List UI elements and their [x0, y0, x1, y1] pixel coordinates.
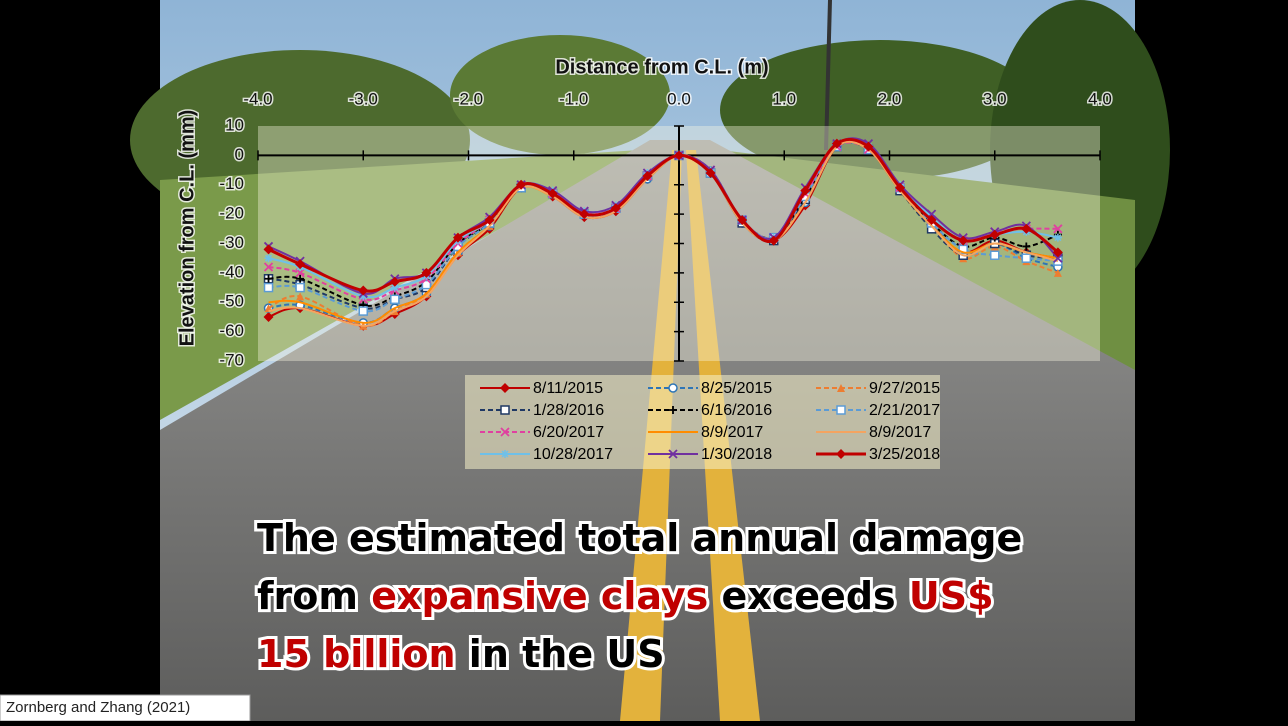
marker [263, 282, 274, 293]
y-tick-label: -70 [219, 350, 244, 369]
marker [516, 179, 527, 190]
legend-label: 8/25/2015 [701, 380, 772, 397]
marker [737, 215, 748, 225]
marker [263, 311, 274, 322]
marker [1053, 253, 1063, 263]
marker [389, 276, 400, 287]
headline: The estimated total annual damage from ex… [257, 516, 1022, 676]
headline-segment: exceeds [708, 574, 909, 618]
marker [1053, 233, 1062, 242]
marker [296, 292, 305, 301]
legend-label: 6/20/2017 [533, 424, 604, 441]
x-tick-label: -3.0 [349, 89, 378, 108]
marker [296, 274, 305, 283]
marker [452, 232, 463, 243]
marker [579, 209, 590, 220]
y-tick-label: -40 [219, 262, 244, 281]
marker [500, 383, 510, 393]
marker [547, 188, 558, 199]
headline-segment: from [257, 574, 371, 618]
marker [836, 405, 846, 415]
marker [837, 384, 845, 392]
marker [895, 182, 906, 193]
headline-segment: US$ [909, 574, 994, 618]
marker [926, 215, 937, 225]
marker [501, 450, 509, 458]
marker [1053, 224, 1063, 234]
y-axis-title: Elevation from C.L. (mm) [176, 110, 198, 347]
headline-segment: 15 billion [257, 632, 456, 676]
marker [958, 235, 969, 246]
marker [359, 292, 368, 301]
headline-segment: The estimated total annual damage [257, 516, 1022, 560]
x-tick-label: 3.0 [983, 89, 1007, 108]
y-tick-label: -30 [219, 233, 244, 252]
legend-label: 6/16/2016 [701, 402, 772, 419]
marker [358, 285, 369, 296]
marker [668, 383, 678, 393]
y-tick-label: -60 [219, 321, 244, 340]
marker [674, 150, 684, 161]
x-tick-label: -1.0 [559, 89, 588, 108]
marker [669, 406, 677, 414]
marker [264, 254, 273, 263]
marker [990, 250, 1000, 260]
legend-label: 3/25/2018 [869, 446, 940, 463]
x-tick-label: 2.0 [878, 89, 902, 108]
x-tick-label: -4.0 [243, 89, 272, 108]
marker [768, 235, 779, 246]
x-axis-title: Distance from C.L. (m) [555, 56, 768, 78]
marker [500, 405, 510, 415]
x-tick-label: -2.0 [454, 89, 483, 108]
marker [989, 229, 1000, 240]
y-tick-label: -20 [219, 204, 244, 223]
marker [800, 185, 811, 196]
marker [668, 449, 678, 459]
marker [295, 282, 305, 293]
marker [1053, 268, 1062, 277]
legend-label: 8/11/2015 [533, 380, 603, 397]
marker [295, 259, 306, 270]
citation: Zornberg and Zhang (2021) [6, 699, 190, 716]
marker [705, 168, 716, 178]
legend-label: 10/28/2017 [533, 446, 613, 463]
y-tick-label: 10 [225, 115, 244, 134]
y-tick-label: 0 [235, 145, 244, 164]
marker [421, 279, 432, 290]
y-tick-label: -50 [219, 292, 244, 311]
marker [863, 141, 874, 152]
x-tick-label: 0.0 [667, 89, 691, 108]
marker [264, 274, 273, 283]
marker [263, 244, 274, 255]
legend-label: 9/27/2015 [869, 380, 940, 397]
photo [130, 0, 1170, 721]
legend-label: 1/30/2018 [701, 446, 772, 463]
marker [836, 449, 846, 459]
x-tick-label: 4.0 [1088, 89, 1112, 108]
marker [642, 170, 653, 181]
marker [1052, 247, 1063, 258]
legend-label: 1/28/2016 [533, 402, 604, 419]
marker [421, 267, 432, 278]
marker [500, 427, 510, 437]
marker [358, 306, 368, 316]
headline-segment: in the US [456, 632, 665, 676]
marker [390, 294, 400, 305]
legend-label: 8/9/2017 [701, 424, 763, 441]
marker [1022, 242, 1031, 251]
x-tick-label: 1.0 [772, 89, 796, 108]
marker [831, 138, 842, 149]
marker [390, 283, 399, 292]
legend-label: 8/9/2017 [869, 424, 931, 441]
y-tick-label: -10 [219, 174, 244, 193]
marker [484, 215, 495, 225]
headline-segment: expansive clays [371, 574, 708, 618]
marker [610, 203, 621, 214]
marker [1021, 223, 1032, 234]
marker [1021, 253, 1032, 263]
legend-label: 2/21/2017 [869, 402, 940, 419]
marker [263, 262, 274, 272]
